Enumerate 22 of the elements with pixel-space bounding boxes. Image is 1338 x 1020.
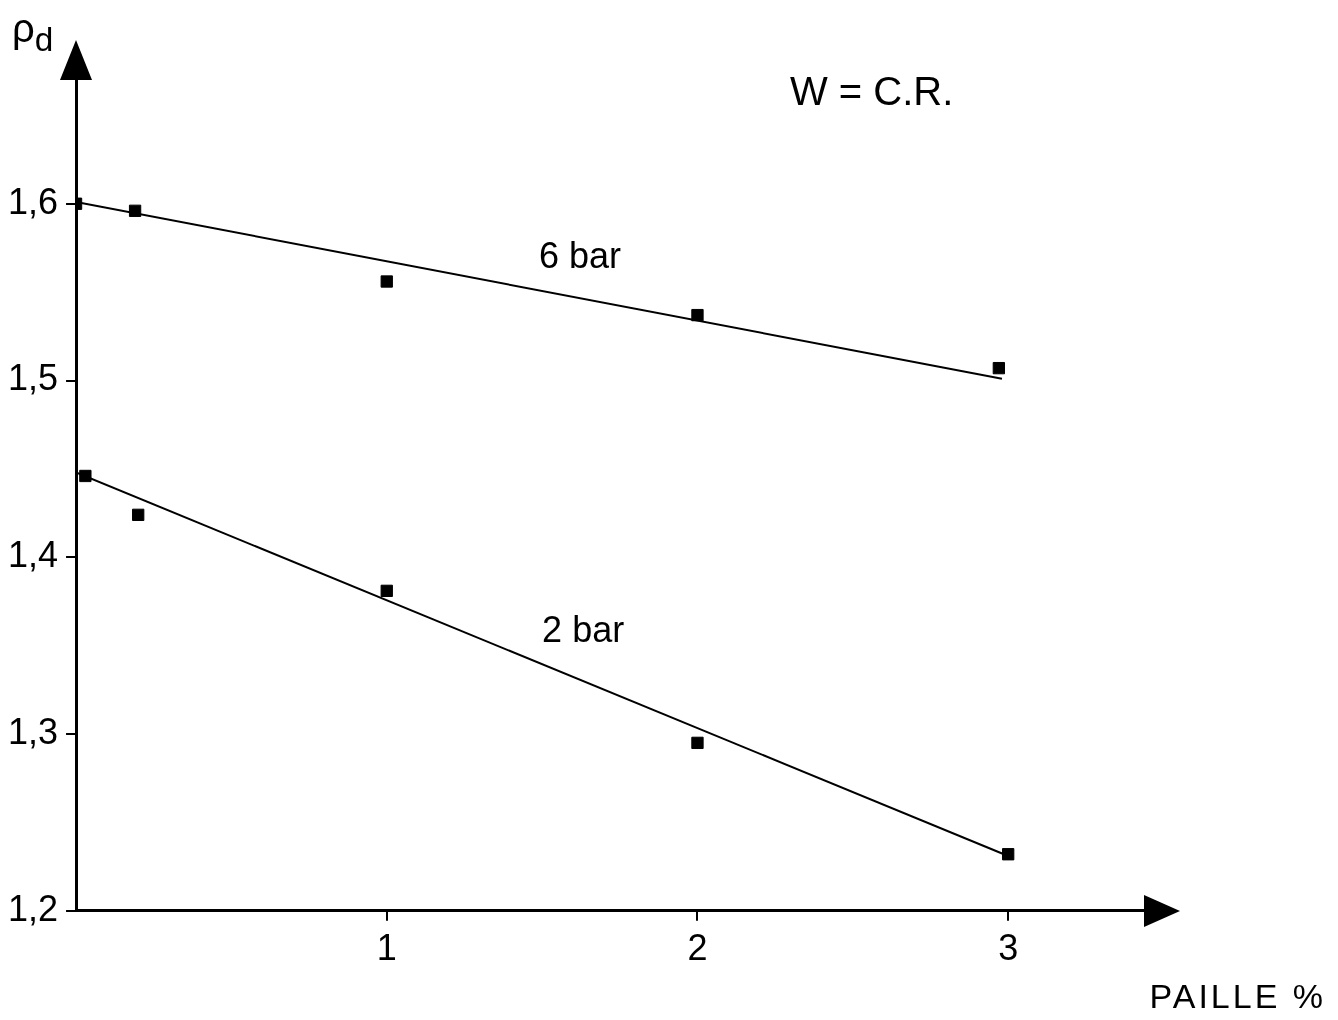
point <box>79 469 92 483</box>
series-label: 6 bar <box>539 235 622 277</box>
y-axis-title: ρ$_{d}$ <box>12 6 54 59</box>
x-tick-label: 1 <box>376 927 397 969</box>
y-tick-label: 1,4 <box>8 534 59 576</box>
y-tick-label: 1,3 <box>8 710 59 752</box>
series-label: 2 bar <box>542 609 625 651</box>
point <box>128 204 142 217</box>
point <box>691 308 704 322</box>
y-tick-label: 1,2 <box>8 887 59 929</box>
x-tick-label: 3 <box>998 927 1019 969</box>
x-axis-title: PAILLE % <box>1149 977 1326 1016</box>
point <box>691 736 704 750</box>
point <box>132 508 145 521</box>
y-tick-label: 1,5 <box>8 357 59 399</box>
point <box>380 584 393 598</box>
point <box>992 361 1006 375</box>
point <box>380 275 393 288</box>
point <box>1002 848 1015 861</box>
x-tick-label: 2 <box>687 927 708 969</box>
annotation: W = C.R. <box>790 69 954 113</box>
y-tick-label: 1,6 <box>8 180 59 222</box>
